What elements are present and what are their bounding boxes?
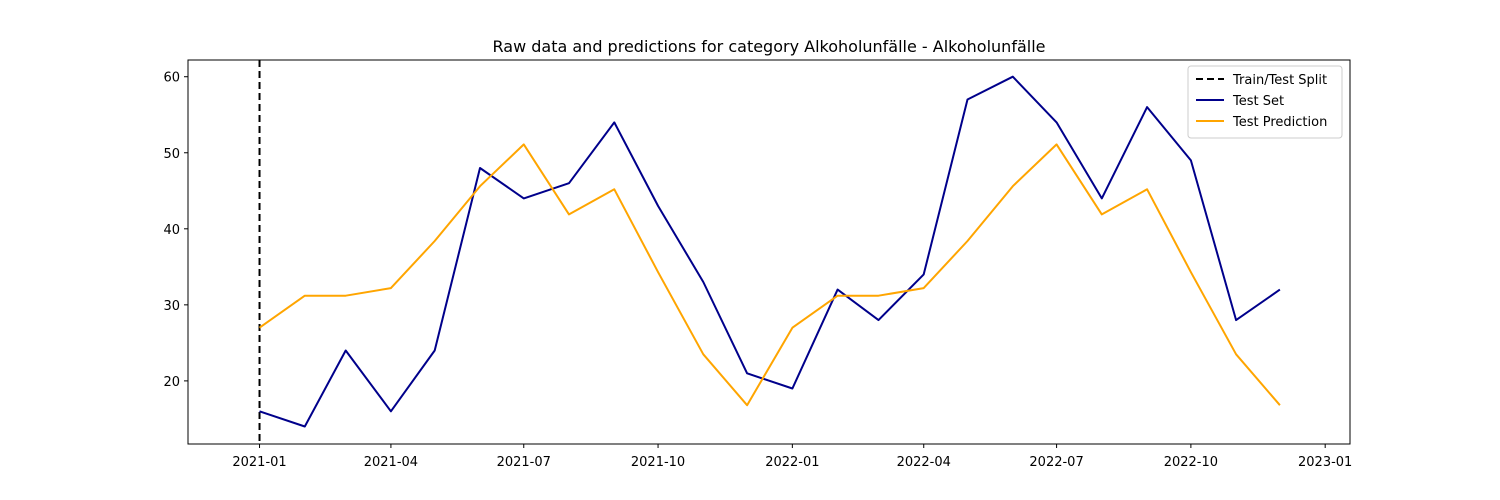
axes-frame	[187, 59, 1351, 445]
y-tick-label: 30	[163, 299, 180, 314]
x-tick-label: 2022-04	[897, 455, 951, 470]
x-tick-label: 2021-10	[631, 455, 685, 470]
y-tick-label: 40	[163, 223, 180, 238]
chart-title: Raw data and predictions for category Al…	[493, 37, 1046, 56]
x-tick-label: 2021-07	[497, 455, 551, 470]
x-tick-label: 2023-01	[1298, 455, 1352, 470]
legend-box	[1187, 65, 1343, 139]
y-tick-label: 50	[163, 147, 180, 162]
legend-label: Train/Test Split	[1232, 73, 1327, 88]
y-axis: 20 30 40 50 60	[163, 71, 188, 390]
x-axis: 2021-01 2021-04 2021-07 2021-10 2022-01 2022-…	[232, 444, 1352, 470]
legend-label: Test Set	[1232, 94, 1284, 109]
test-set-line	[259, 75, 1281, 428]
legend-label: Test Prediction	[1232, 115, 1327, 130]
y-tick-label: 60	[163, 71, 180, 86]
test-prediction-line	[258, 143, 1281, 407]
x-tick-label: 2021-04	[364, 455, 418, 470]
y-tick-label: 20	[163, 375, 180, 390]
legend: Train/Test Split Test Set Test Prediction	[1187, 65, 1343, 139]
x-tick-label: 2022-07	[1029, 455, 1083, 470]
x-tick-label: 2022-01	[765, 455, 819, 470]
plot-area	[258, 60, 1281, 444]
x-tick-label: 2022-10	[1164, 455, 1218, 470]
x-tick-label: 2021-01	[232, 455, 286, 470]
